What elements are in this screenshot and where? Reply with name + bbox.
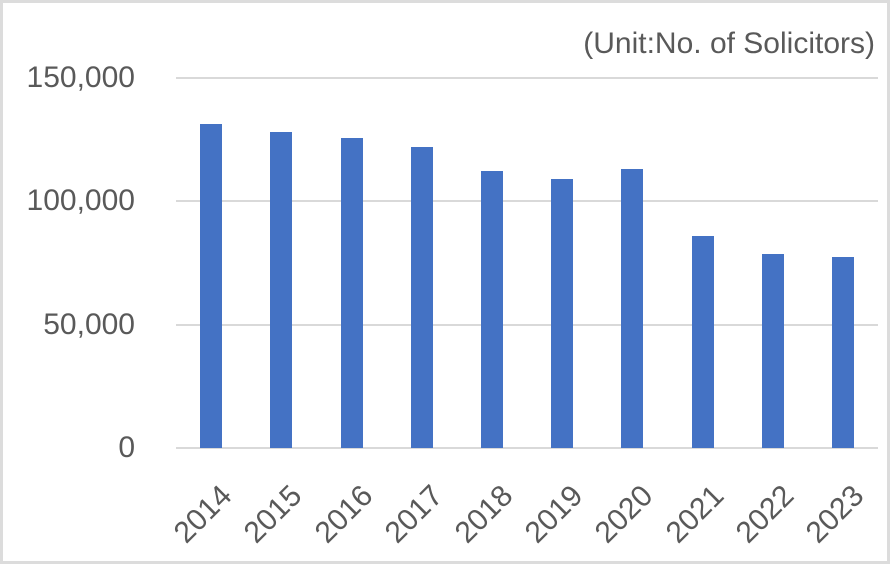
bar-2021 [691, 235, 714, 448]
y-tick-label-150000: 150,000 [26, 61, 135, 94]
gridline-150000 [176, 77, 878, 79]
x-tick-label-2017: 2017 [378, 479, 450, 550]
bar-2023 [831, 256, 854, 448]
x-tick-label-2022: 2022 [729, 479, 801, 550]
x-tick-label-2023: 2023 [799, 479, 871, 550]
y-tick-label-0: 0 [118, 431, 135, 464]
gridline-0 [176, 447, 878, 449]
bar-2017 [410, 147, 433, 448]
gridline-50000 [176, 323, 878, 326]
y-tick-label-50000: 50,000 [43, 307, 135, 341]
x-tick-label-2021: 2021 [659, 479, 730, 550]
bar-2018 [480, 170, 503, 448]
x-tick-label-2014: 2014 [167, 479, 239, 550]
y-tick-label-100000: 100,000 [26, 184, 135, 218]
gridline-100000 [176, 200, 878, 203]
bar-2014 [200, 123, 223, 448]
bar-2022 [761, 254, 784, 448]
x-tick-label-2018: 2018 [448, 479, 520, 550]
unit-annotation: (Unit:No. of Solicitors) [583, 27, 875, 60]
x-tick-label-2016: 2016 [308, 479, 379, 550]
bar-2016 [340, 138, 363, 448]
x-tick-label-2015: 2015 [238, 479, 309, 550]
bar-2019 [551, 179, 574, 448]
x-tick-label-2020: 2020 [589, 479, 660, 550]
bar-2015 [270, 132, 293, 448]
x-tick-label-2019: 2019 [518, 479, 590, 550]
bar-2020 [621, 169, 644, 448]
